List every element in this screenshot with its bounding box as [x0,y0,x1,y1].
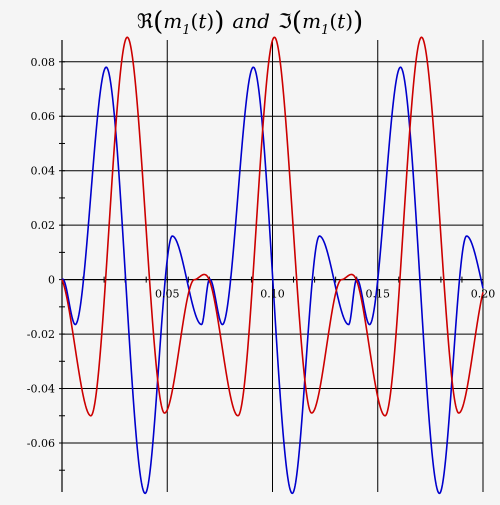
y-tick-label: -0.04 [27,383,55,396]
series-line-1 [61,66,484,495]
y-tick-label: -0.02 [27,328,55,341]
series-group [61,36,484,495]
y-tick-label: 0.06 [31,110,56,123]
y-tick-label: 0.08 [31,56,56,69]
chart-title: ℜ(m1(t)) and ℑ(m1(t)) [137,7,363,38]
y-tick-label: -0.06 [27,437,55,450]
x-tick-label: 0.20 [471,288,496,301]
y-tick-label: 0.02 [31,219,56,232]
y-tick-label: 0 [48,274,55,287]
x-tick-label: 0.10 [260,288,285,301]
x-tick-label: 0.05 [155,288,180,301]
y-tick-label: 0.04 [31,165,56,178]
series-line-2 [61,36,484,417]
tick-labels: 0.08 0.06 0.04 0.02 0 -0.02 -0.04 -0.06 0.05 0.10… [27,56,495,450]
x-tick-label: 0.15 [366,288,391,301]
